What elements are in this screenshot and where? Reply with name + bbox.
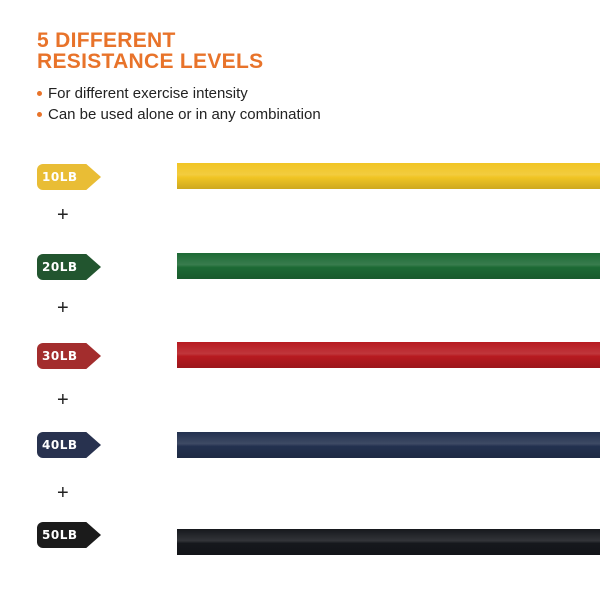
heading-line-1: 5 DIFFERENT [37,29,176,52]
band-green [177,253,600,279]
bullet-dot-icon [37,90,42,96]
level-tag-10lb: 10LB [37,164,101,190]
feature-item: For different exercise intensity [37,83,321,104]
band-red [177,342,600,368]
bullet-dot-icon [37,111,42,117]
feature-list: For different exercise intensity Can be … [37,83,321,125]
plus-icon: + [57,482,69,504]
plus-icon: + [57,204,69,226]
level-tag-30lb: 30LB [37,343,101,369]
level-tag-50lb: 50LB [37,522,101,548]
band-black [177,529,600,555]
heading: 5 DIFFERENT RESISTANCE LEVELS [37,30,263,72]
feature-item: Can be used alone or in any combination [37,104,321,125]
plus-icon: + [57,297,69,319]
plus-icon: + [57,389,69,411]
level-tag-40lb: 40LB [37,432,101,458]
band-yellow [177,163,600,189]
heading-line-2: RESISTANCE LEVELS [37,50,264,73]
level-tag-20lb: 20LB [37,254,101,280]
band-navy [177,432,600,458]
